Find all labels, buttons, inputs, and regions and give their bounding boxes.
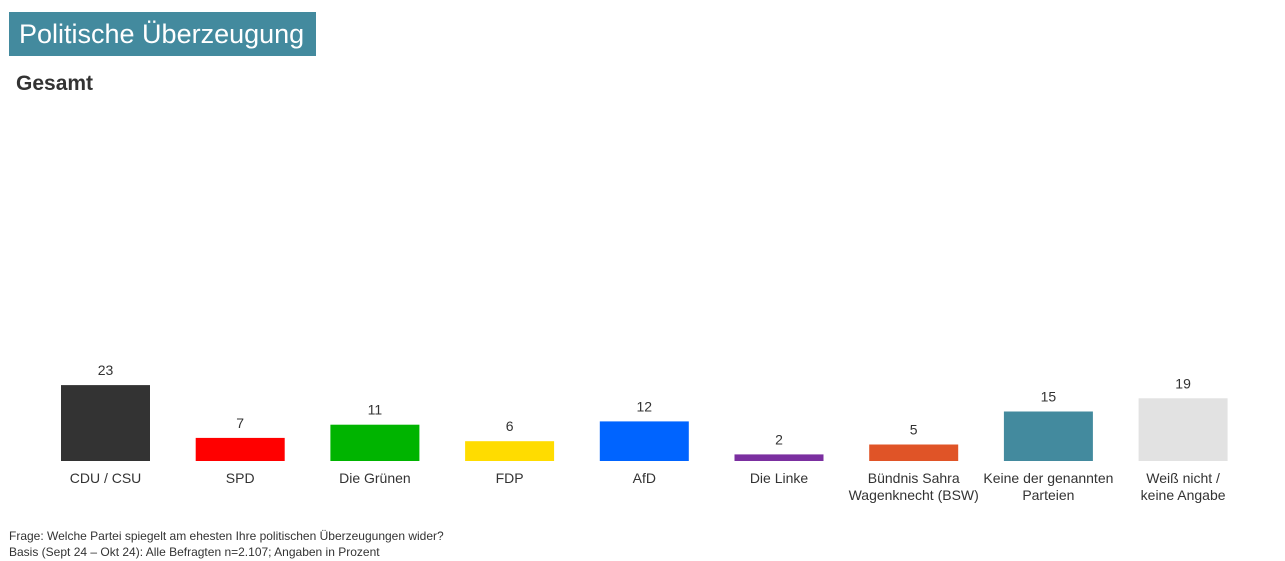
bar-2 [330, 424, 420, 461]
category-label-5: Die Linke [750, 470, 809, 486]
value-label-5: 2 [775, 431, 783, 447]
footnote-question: Frage: Welche Partei spiegelt am ehesten… [9, 529, 444, 543]
category-label-6-line-1: Wagenknecht (BSW) [849, 487, 979, 503]
category-label-4: AfD [633, 470, 656, 486]
chart-subtitle: Gesamt [16, 72, 94, 95]
bar-0 [61, 385, 150, 461]
chart-title: Politische Überzeugung [9, 12, 317, 56]
category-label-7-line-1: Parteien [1022, 487, 1074, 503]
bar-5 [734, 454, 824, 461]
category-label-2: Die Grünen [339, 470, 411, 486]
category-label-3: FDP [496, 470, 524, 486]
value-label-4: 12 [637, 398, 653, 414]
category-label-1: SPD [226, 470, 255, 486]
value-label-3: 6 [506, 418, 514, 434]
bar-1 [195, 437, 285, 461]
category-label-8-line-0: Weiß nicht / [1146, 470, 1220, 486]
bar-3 [465, 441, 555, 461]
bar-8 [1138, 398, 1228, 461]
value-label-6: 5 [910, 422, 918, 438]
value-label-0: 23 [98, 362, 114, 378]
value-label-7: 15 [1041, 389, 1057, 405]
category-label-0: CDU / CSU [70, 470, 142, 486]
category-label-8-line-1: keine Angabe [1141, 487, 1226, 503]
bar-7 [1003, 411, 1093, 461]
value-label-2: 11 [368, 402, 383, 418]
category-label-6-line-0: Bündnis Sahra [868, 470, 960, 486]
value-label-1: 7 [236, 415, 244, 431]
category-label-7-line-0: Keine der genannten [983, 470, 1113, 486]
bar-6 [869, 444, 959, 461]
bar-4 [599, 421, 689, 461]
footnote-basis: Basis (Sept 24 – Okt 24): Alle Befragten… [9, 545, 380, 559]
value-label-8: 19 [1175, 375, 1191, 391]
